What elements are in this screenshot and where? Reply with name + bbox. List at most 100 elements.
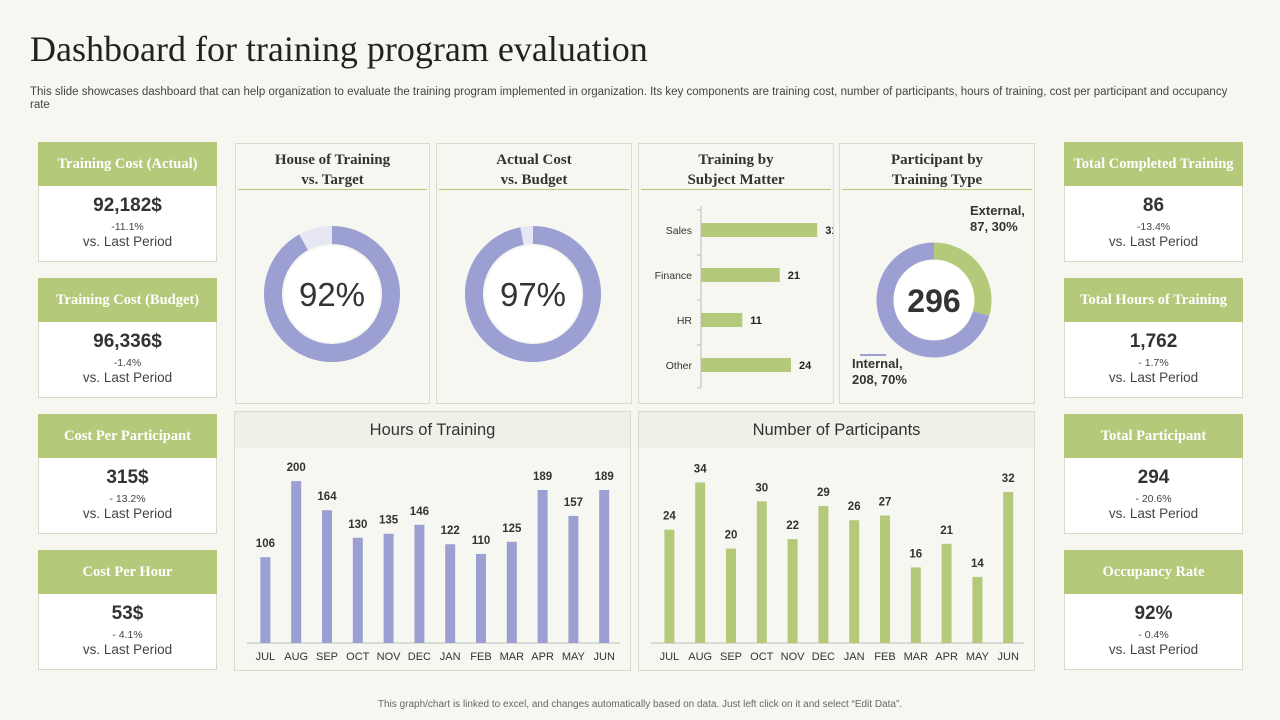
kpi-change: - 4.1% [112, 629, 143, 641]
x-tick-label: OCT [750, 651, 774, 663]
bar-value-label: 14 [971, 558, 984, 570]
donut-value-label: 97% [500, 276, 566, 313]
kpi-period: vs. Last Period [82, 234, 173, 249]
pie-slice-internal [876, 242, 990, 358]
kpi-period: vs. Last Period [82, 370, 173, 385]
hbar-subject-matter: Sales 31 Finance 21 HR 11 Other 24 [655, 206, 838, 389]
bar-value-label: 26 [848, 501, 861, 513]
x-tick-label: AUG [688, 651, 712, 663]
pie-label-internal-value: 208, 70% [852, 372, 907, 387]
kpi-change: - 13.2% [109, 493, 146, 505]
bar-value-label: 29 [817, 487, 830, 499]
x-tick-label: SEP [720, 651, 742, 663]
bar-value-label: 20 [725, 530, 738, 542]
bar-value-label: 22 [786, 520, 799, 532]
hbar-value-label: 11 [750, 315, 762, 327]
x-tick-label: AUG [284, 651, 308, 663]
kpi-total-completed-training: Total Completed Training 86 -13.4% vs. L… [1064, 142, 1243, 263]
panel-number-of-participants: Number of Participants 24 JUL 34 AUG 20 SEP 30… [638, 411, 1035, 671]
bar [756, 501, 767, 643]
panel-participant-type: Participant by Training Type 296 External… [839, 143, 1035, 404]
donut-house-of-training: 92% [264, 226, 400, 362]
hbar-value-label: 21 [788, 270, 800, 282]
kpi-change: -13.4% [1136, 221, 1171, 233]
hbar-category-label: Sales [666, 225, 692, 237]
donut-progress-arc [264, 226, 400, 362]
hbar-value-label: 24 [799, 360, 812, 372]
kpi-label: Occupancy Rate [1064, 550, 1243, 594]
kpi-body: 96,336$ -1.4% vs. Last Period [38, 322, 217, 398]
kpi-value: 92% [1134, 603, 1173, 624]
kpi-period: vs. Last Period [1108, 370, 1199, 385]
bar [537, 490, 548, 643]
kpi-label: Cost Per Participant [38, 414, 217, 458]
bar-value-label: 16 [909, 548, 922, 560]
panel-title: Training by Subject Matter [641, 144, 831, 190]
kpi-period: vs. Last Period [1108, 506, 1199, 521]
kpi-total-hours-of-training: Total Hours of Training 1,762 - 1.7% vs.… [1064, 278, 1243, 399]
x-tick-label: FEB [874, 651, 895, 663]
kpi-training-cost-actual: Training Cost (Actual) 92,182$ -11.1% vs… [38, 142, 217, 263]
kpi-label: Total Participant [1064, 414, 1243, 458]
bar-value-label: 189 [533, 471, 552, 483]
bar [664, 529, 675, 643]
bar [352, 537, 363, 643]
panel-title: Actual Cost vs. Budget [439, 144, 629, 190]
x-tick-label: JUL [256, 651, 276, 663]
panel-hours-of-training: Hours of Training 106 JUL 200 AUG 164 SEP 130 O… [234, 411, 631, 671]
x-tick-label: SEP [316, 651, 338, 663]
panel-title-line: Participant by [890, 152, 984, 168]
kpi-total-participant: Total Participant 294 - 20.6% vs. Last P… [1064, 414, 1243, 535]
panel-title: House of Training vs. Target [238, 144, 427, 190]
bar [1003, 491, 1014, 643]
kpi-label: Training Cost (Actual) [38, 142, 217, 186]
kpi-value: 86 [1142, 195, 1165, 216]
x-tick-label: DEC [408, 651, 431, 663]
bar [880, 515, 890, 643]
bar-value-label: 27 [879, 497, 892, 509]
x-tick-label: DEC [812, 651, 835, 663]
donut-value-label: 92% [299, 276, 365, 313]
bar [599, 490, 610, 643]
donut-progress-arc [465, 226, 601, 362]
kpi-label: Total Hours of Training [1064, 278, 1243, 322]
kpi-value: 96,336$ [93, 331, 162, 352]
kpi-change: - 20.6% [1135, 493, 1172, 505]
bar-value-label: 24 [663, 511, 676, 523]
kpi-training-cost-budget: Training Cost (Budget) 96,336$ -1.4% vs.… [38, 278, 217, 399]
bar [445, 544, 456, 643]
bar [322, 510, 332, 643]
bar [476, 553, 486, 643]
bar [506, 541, 517, 643]
panel-title-line: Actual Cost [496, 152, 572, 168]
footer-note: This graph/chart is linked to excel, and… [377, 699, 903, 710]
bar [414, 524, 425, 643]
bar-value-label: 164 [317, 491, 337, 503]
bar [849, 520, 860, 643]
panel-title-line: House of Training [274, 152, 391, 168]
kpi-period: vs. Last Period [1108, 234, 1199, 249]
kpi-value: 294 [1137, 467, 1170, 488]
x-tick-label: JAN [844, 651, 865, 663]
bar [726, 548, 736, 643]
panel-title-line: Training Type [891, 172, 983, 188]
hbar-category-label: Other [666, 360, 693, 372]
panel-title-line: vs. Budget [500, 172, 568, 188]
hbar-bar [701, 358, 791, 372]
bar-value-label: 157 [564, 497, 583, 509]
bar [818, 506, 829, 643]
donut-center [284, 246, 380, 342]
kpi-value: 92,182$ [93, 195, 162, 216]
x-tick-label: OCT [346, 651, 370, 663]
donut-actual-cost: 97% [465, 226, 601, 362]
page-title: Dashboard for training program evaluatio… [30, 29, 648, 69]
kpi-body: 1,762 - 1.7% vs. Last Period [1064, 322, 1243, 398]
hbar-category-label: HR [677, 315, 693, 327]
bar-value-label: 34 [694, 463, 707, 475]
bar-chart-hours: 106 JUL 200 AUG 164 SEP 130 OCT 135 NOV 146 DEC 122 J… [247, 462, 620, 663]
bar [291, 481, 302, 643]
x-tick-label: JAN [440, 651, 461, 663]
pie-slice-external [933, 242, 992, 317]
kpi-body: 294 - 20.6% vs. Last Period [1064, 458, 1243, 534]
pie-label-external: External, [970, 203, 1025, 218]
